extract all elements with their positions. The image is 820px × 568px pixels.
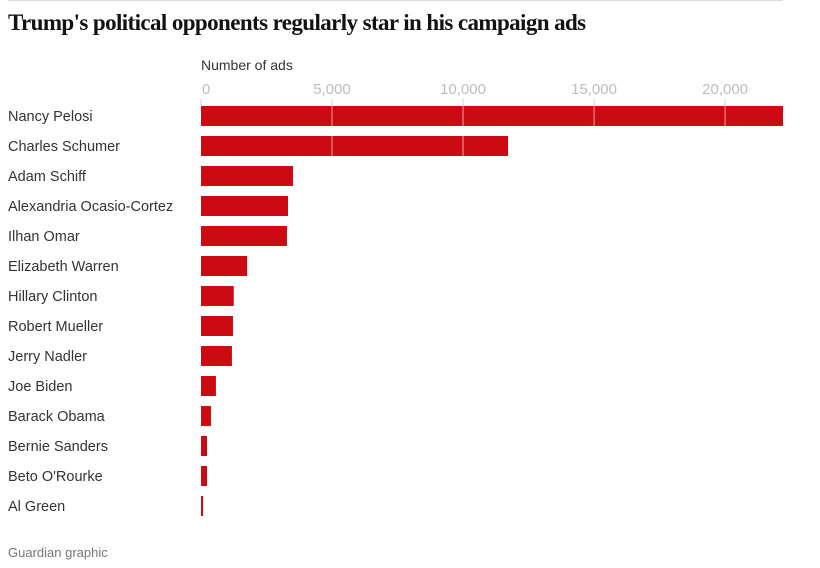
x-tick-label: 5,000: [313, 81, 351, 98]
x-tick-label: 10,000: [440, 81, 486, 98]
bar: [201, 436, 208, 456]
category-label: Charles Schumer: [8, 139, 120, 155]
category-label: Hillary Clinton: [8, 289, 97, 305]
category-labels: Nancy Pelosi Charles Schumer Adam Schiff Al…: [8, 109, 173, 515]
chart-title: Trump's political opponents regularly st…: [8, 10, 586, 35]
bar: [201, 226, 287, 246]
bar: [201, 316, 233, 336]
x-axis-ticks: 0 5,000 10,000 15,000 20,000: [200, 81, 748, 106]
category-label: Bernie Sanders: [8, 439, 108, 455]
bar: [201, 346, 232, 366]
gridlines: [331, 106, 726, 156]
category-label: Joe Biden: [8, 379, 73, 395]
bar: [201, 136, 509, 156]
bar: [201, 286, 234, 306]
category-label: Jerry Nadler: [8, 349, 87, 365]
category-label: Nancy Pelosi: [8, 109, 93, 125]
x-tick-label: 0: [202, 81, 210, 98]
source-credit: Guardian graphic: [8, 545, 108, 560]
category-label: Adam Schiff: [8, 169, 87, 185]
x-tick-label: 15,000: [571, 81, 617, 98]
bar: [201, 406, 211, 426]
bar: [201, 256, 248, 276]
bar: [201, 196, 288, 216]
bar: [201, 166, 293, 186]
category-label: Barack Obama: [8, 409, 106, 425]
bar: [201, 496, 204, 516]
bars: [201, 106, 783, 516]
category-label: Robert Mueller: [8, 319, 103, 335]
x-axis-title: Number of ads: [201, 57, 293, 73]
bar: [201, 106, 783, 126]
top-rule: [8, 0, 783, 1]
category-label: Alexandria Ocasio-Cortez: [8, 199, 173, 215]
category-label: Beto O'Rourke: [8, 469, 103, 485]
x-tick-label: 20,000: [702, 81, 748, 98]
category-label: Ilhan Omar: [8, 229, 80, 245]
bar: [201, 376, 216, 396]
bar: [201, 466, 208, 486]
category-label: Elizabeth Warren: [8, 259, 119, 275]
category-label: Al Green: [8, 499, 65, 515]
